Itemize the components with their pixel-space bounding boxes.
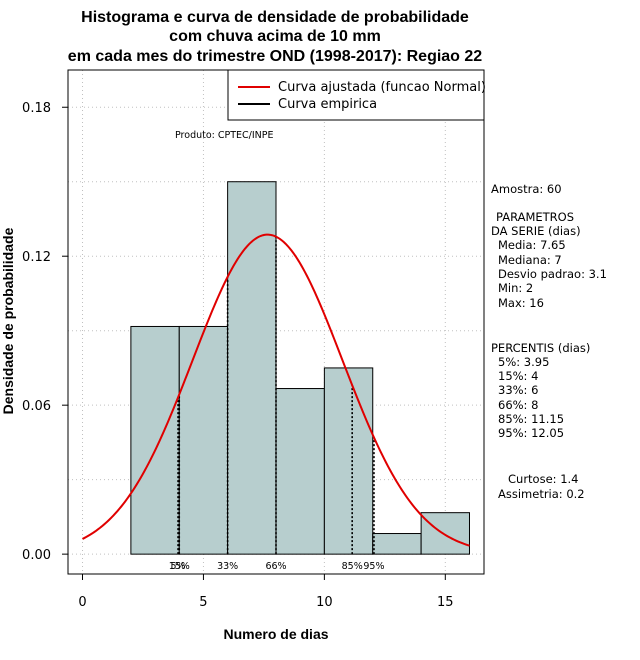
percentil-85: 85%: 11.15 (498, 412, 564, 426)
histogram-bar (275, 388, 325, 555)
param-max: Max: 16 (498, 296, 544, 310)
chart-title-line-1: Histograma e curva de densidade de proba… (81, 9, 469, 26)
legend-label-empirical: Curva empirica (278, 97, 377, 112)
assimetria: Assimetria: 0.2 (498, 487, 585, 501)
y-tick-label: 0.00 (22, 548, 51, 563)
x-axis: 0 5 10 15 (78, 574, 454, 610)
legend: Curva ajustada (funcao Normal) Curva emp… (227, 69, 486, 121)
percentile-label: 33% (217, 561, 238, 572)
histogram-bar (227, 181, 277, 555)
percentil-33: 33%: 6 (498, 383, 538, 397)
histogram-bar (420, 512, 470, 555)
percentil-15: 15%: 4 (498, 369, 538, 383)
percentile-label: 85% (342, 561, 363, 572)
y-tick-label: 0.06 (22, 399, 51, 414)
percentile-label: 66% (265, 561, 286, 572)
percentis-header: PERCENTIS (dias) (491, 341, 590, 355)
product-annotation: Produto: CPTEC/INPE (175, 130, 274, 141)
histogram-bar (130, 325, 180, 555)
params-header-line-1: PARAMETROS (496, 210, 574, 224)
percentil-95: 95%: 12.05 (498, 426, 564, 440)
percentile-labels: 5%15% 33% 66% 85% 95% (169, 561, 385, 572)
curtose: Curtose: 1.4 (508, 472, 578, 486)
chart-title-line-2: com chuva acima de 10 mm (169, 28, 381, 45)
y-tick-label: 0.12 (22, 250, 51, 265)
normal-fit-line (82, 233, 470, 547)
x-tick-label: 10 (316, 595, 333, 610)
chart-title-line-3: em cada mes do trimestre OND (1998-2017)… (68, 48, 483, 65)
x-axis-title: Numero de dias (223, 626, 328, 642)
histogram-bar (323, 367, 374, 555)
y-tick-label: 0.18 (22, 101, 51, 116)
param-min: Min: 2 (498, 281, 533, 295)
param-mediana: Mediana: 7 (498, 253, 562, 267)
params-header-line-2: DA SERIE (dias) (491, 224, 581, 238)
percentil-66: 66%: 8 (498, 398, 538, 412)
normal-fit-curve (82, 233, 470, 547)
y-axis-title: Densidade de probabilidade (0, 227, 16, 414)
param-desvio: Desvio padrao: 3.1 (498, 267, 607, 281)
percentile-label: 15% (169, 561, 190, 572)
legend-label-fit: Curva ajustada (funcao Normal) (278, 80, 486, 95)
percentile-label: 95% (363, 561, 384, 572)
x-tick-label: 15 (437, 595, 454, 610)
sample-size: Amostra: 60 (491, 182, 562, 196)
percentile-lines (177, 236, 375, 555)
y-axis: 0.00 0.06 0.12 0.18 (22, 101, 68, 563)
legend-box (227, 69, 485, 121)
x-tick-label: 5 (199, 595, 207, 610)
histogram-bar (372, 533, 422, 555)
param-media: Media: 7.65 (498, 238, 566, 252)
percentile-label: 5% (171, 561, 186, 572)
x-tick-label: 0 (78, 595, 86, 610)
stats-panel: Amostra: 60 PARAMETROS DA SERIE (dias) M… (491, 182, 607, 501)
histogram-bar (178, 325, 229, 555)
percentil-5: 5%: 3.95 (498, 355, 549, 369)
histogram-bars (130, 181, 470, 555)
